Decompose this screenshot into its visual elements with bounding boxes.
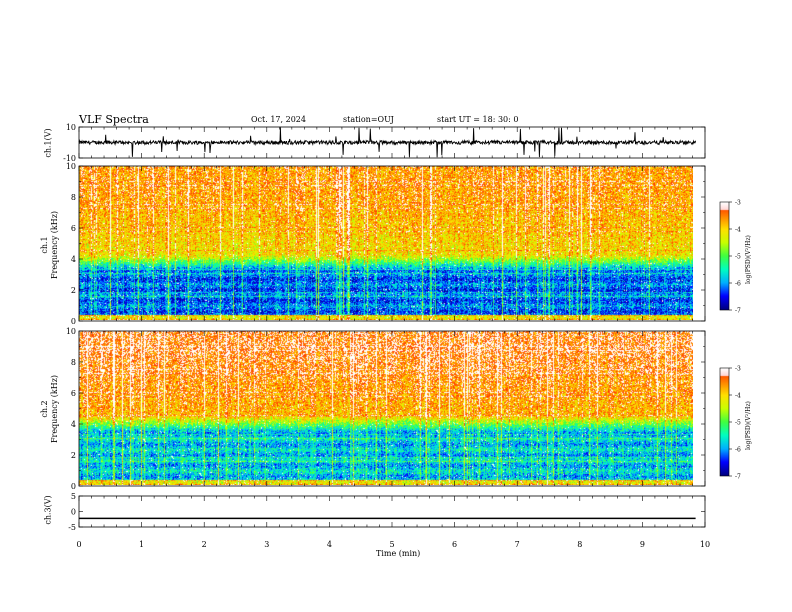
x-tick-label: 5 (389, 540, 394, 549)
x-tick-label: 3 (264, 540, 269, 549)
x-tick-label: 8 (577, 540, 582, 549)
ch1-colorbar-label: log(PSD)(V²/Hz) (745, 235, 752, 284)
ch2-colorbar-frame (719, 367, 730, 477)
ch1-spectrogram-y-tick-label: 2 (71, 286, 76, 295)
ch2-colorbar-tick-label: -3 (735, 366, 741, 373)
ch2-spectrogram-y-tick-label: 0 (71, 482, 76, 491)
x-tick-label: 0 (76, 540, 81, 549)
ch2-colorbar-tick-label: -7 (735, 474, 741, 481)
ch3-waveform-y-tick-label: 5 (71, 492, 76, 501)
x-tick-label: 7 (515, 540, 520, 549)
ch1-colorbar-tick-label: -5 (735, 254, 741, 261)
x-axis-label: Time (min) (376, 549, 421, 558)
ch3-waveform-y-tick-label: -5 (68, 523, 76, 532)
x-tick-label: 10 (700, 540, 710, 549)
ch1-waveform-trace (78, 127, 697, 158)
ch2-spectrogram-image (79, 331, 693, 485)
x-tick-label: 9 (640, 540, 645, 549)
ch1-spectrogram-y-tick-label: 0 (71, 317, 76, 326)
start-time-label: start UT = 18: 30: 0 (437, 115, 519, 124)
x-tick-label: 6 (452, 540, 457, 549)
ch2-spectrogram-y-tick-label: 6 (71, 389, 76, 398)
ch1-colorbar-image (720, 202, 729, 310)
ch2-spectrogram-y-tick-label: 2 (71, 451, 76, 460)
ch1-colorbar-frame (719, 201, 730, 311)
ch2-colorbar-image (720, 368, 729, 476)
x-tick-label: 1 (139, 540, 144, 549)
ch1-colorbar-tick-label: -4 (735, 227, 741, 234)
ch2-colorbar-tick-label: -6 (735, 447, 741, 454)
ch1-spectrogram-image (79, 166, 693, 320)
ch2-colorbar-tick-label: -4 (735, 393, 741, 400)
ch2-spectrogram-y-tick-label: 8 (71, 358, 76, 367)
ch2-colorbar-label: log(PSD)(V²/Hz) (745, 401, 752, 450)
ch1-spectrogram-frame (78, 165, 706, 322)
ch1-waveform-y-tick-label: -10 (63, 154, 76, 163)
ch1-spectrogram-y-tick-label: 6 (71, 224, 76, 233)
x-tick-label: 2 (202, 540, 207, 549)
ch1-spectrogram-y-tick-label: 8 (71, 193, 76, 202)
ch1-waveform-y-tick-label: 10 (66, 123, 76, 132)
x-tick-label: 4 (327, 540, 332, 549)
ch2-spectrogram-frame (78, 330, 706, 487)
ch1-spectrogram-y-tick-label: 4 (71, 255, 76, 264)
ch1-colorbar-tick-label: -7 (735, 308, 741, 315)
ch2-colorbar-tick-label: -5 (735, 420, 741, 427)
chart-title: VLF Spectra (79, 113, 149, 126)
ch1-spectrogram-y-tick-label: 10 (66, 162, 76, 171)
ch2-spectrogram-y-tick-label: 10 (66, 327, 76, 336)
ch3-waveform-y-tick-label: 0 (71, 508, 76, 517)
date-label: Oct. 17, 2024 (251, 115, 306, 124)
ch1-colorbar-tick-label: -3 (735, 200, 741, 207)
ch1-colorbar-tick-label: -6 (735, 281, 741, 288)
station-label: station=OUJ (343, 115, 394, 124)
ch2-spectrogram-y-tick-label: 4 (71, 420, 76, 429)
